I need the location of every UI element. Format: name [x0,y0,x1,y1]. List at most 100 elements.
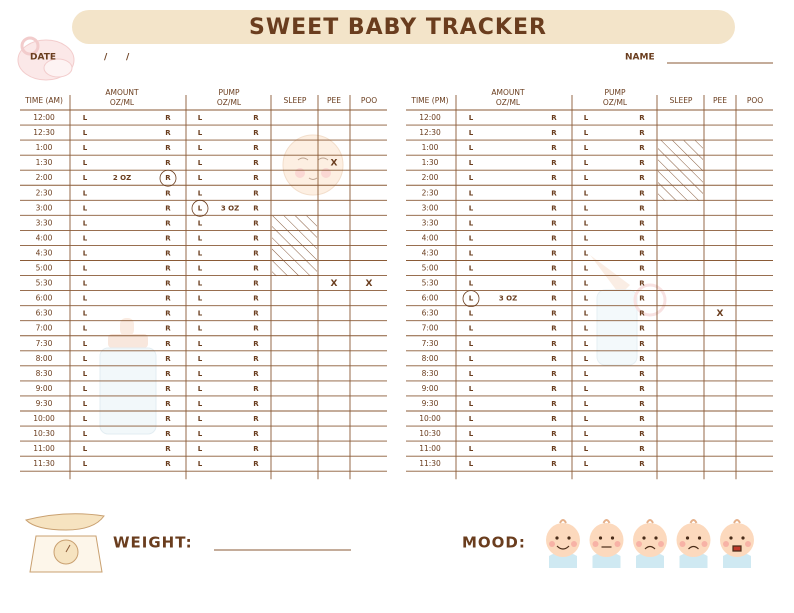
mood-eye [685,536,690,540]
time-label: 10:00 [419,414,441,423]
mood-hair [689,519,698,524]
side-label: L [584,355,589,363]
mood-cheek [658,541,664,547]
side-label: L [584,430,589,438]
side-label: L [584,144,589,152]
side-label: R [551,265,557,273]
side-label: L [198,234,203,242]
mood-mouth [644,545,656,550]
breast-pump-icon [590,255,667,366]
time-label: 6:00 [36,294,53,303]
side-label: R [551,325,557,333]
side-label: L [584,189,589,197]
header-pump-unit: OZ/ML [603,98,628,107]
side-label: L [469,340,474,348]
sleep-hatch [658,155,703,171]
side-label: R [165,174,171,182]
side-label: R [639,355,645,363]
side-label: R [253,430,259,438]
side-label: L [469,129,474,137]
mood-head [589,523,624,557]
side-label: R [165,129,171,137]
side-label: R [639,430,645,438]
header-pump-unit: OZ/ML [217,98,242,107]
mood-eye [729,536,733,540]
side-label: L [83,400,88,408]
side-label: L [198,310,203,318]
mood-body [636,552,664,568]
side-label: R [165,310,171,318]
amount-entry: 3 OZ [499,295,517,303]
mood-cheek [549,541,555,547]
side-label: L [198,355,203,363]
pee-mark: X [331,279,338,289]
side-label: L [584,129,589,137]
time-label: 5:00 [422,264,439,273]
side-label: R [253,129,259,137]
mood-mouth [732,545,742,552]
side-label: R [253,265,259,273]
sleep-hatch [272,230,317,246]
side-label: L [83,295,88,303]
side-label: L [469,249,474,257]
side-label: L [83,189,88,197]
mood-head [633,523,667,557]
header-pee: PEE [327,96,341,105]
pee-mark: X [331,159,338,169]
side-label: L [584,340,589,348]
mood-eye [654,536,658,540]
side-label: L [469,280,474,288]
side-label: L [83,280,88,288]
side-label: R [253,204,259,212]
side-label: R [165,340,171,348]
side-label: L [198,144,203,152]
side-label: L [83,249,88,257]
mood-cheek [614,541,621,547]
side-label: R [253,325,259,333]
time-label: 2:00 [422,173,439,182]
mood-cheek [723,541,729,547]
mood-cheek [679,541,686,547]
side-label: R [551,445,557,453]
side-label: L [469,159,474,167]
time-label: 9:30 [36,399,53,408]
side-label: R [551,430,557,438]
side-label: R [253,249,259,257]
time-label: 11:30 [33,459,55,468]
time-label: 3:30 [36,218,53,227]
header-pump: PUMP [218,88,239,97]
time-label: 8:00 [36,354,53,363]
side-label: R [165,445,171,453]
time-label: 8:00 [422,354,439,363]
mood-eye [741,536,745,540]
header-time: TIME (PM) [410,96,448,105]
time-label: 3:00 [36,203,53,212]
side-label: R [253,295,259,303]
side-label: L [198,129,203,137]
side-label: L [198,445,203,453]
side-label: R [165,415,171,423]
side-label: R [639,325,645,333]
side-label: L [83,430,88,438]
side-label: R [639,144,645,152]
time-label: 11:00 [33,444,55,453]
side-label: L [469,144,474,152]
mood-cheek [745,541,751,547]
mood-eye [567,536,571,540]
side-label: R [639,400,645,408]
header-time: TIME (AM) [24,96,63,105]
side-label: R [551,310,557,318]
side-label: L [469,400,474,408]
side-label: L [198,325,203,333]
side-label: L [469,415,474,423]
header-sleep: SLEEP [670,96,693,105]
side-label: R [165,385,171,393]
side-label: R [639,129,645,137]
time-label: 12:00 [419,113,441,122]
side-label: R [165,204,171,212]
side-label: L [198,295,203,303]
side-label: L [83,265,88,273]
side-label: L [469,204,474,212]
side-label: L [83,159,88,167]
mood-faces [546,519,754,568]
